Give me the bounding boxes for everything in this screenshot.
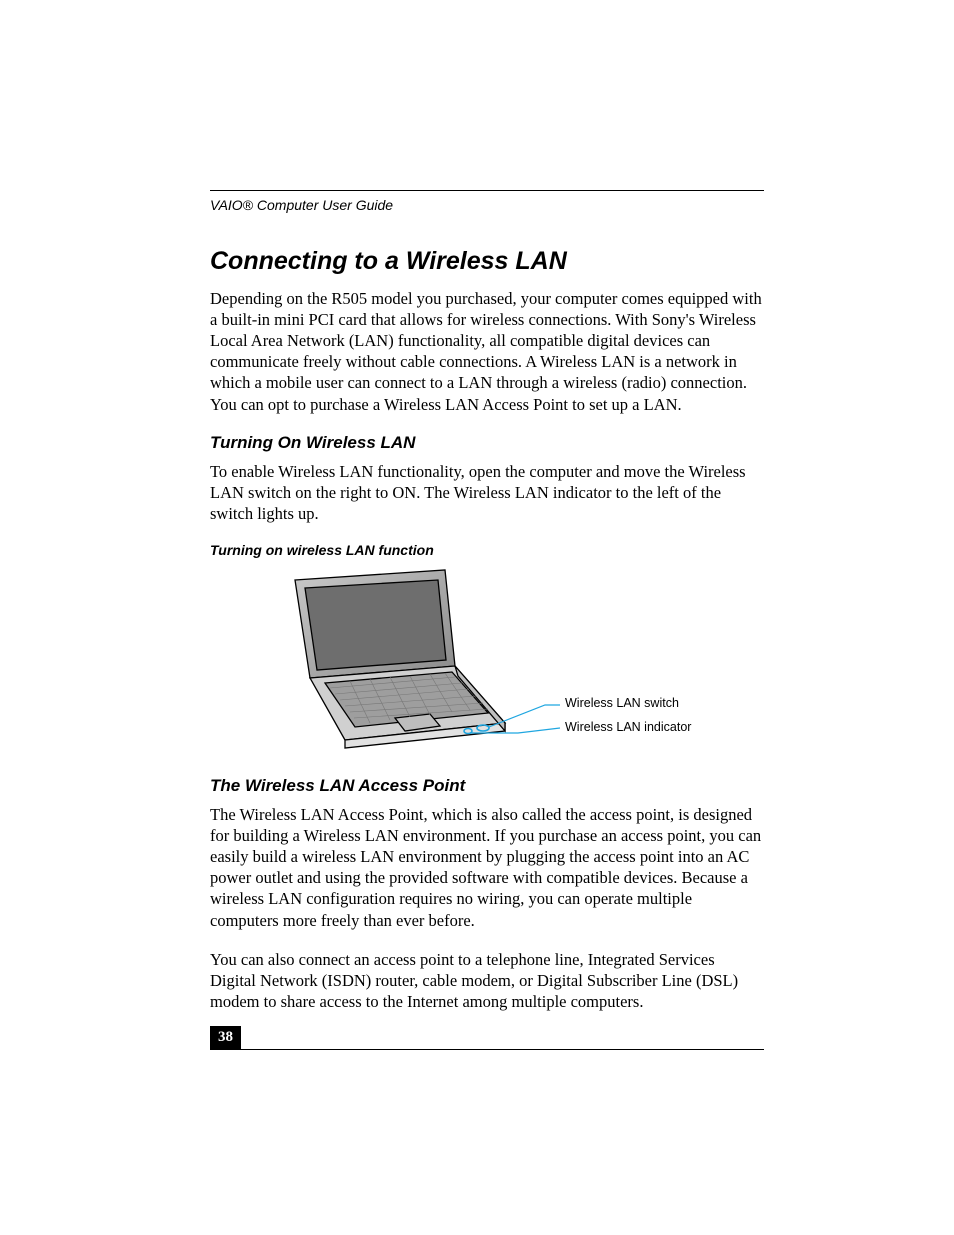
- page-number: 38: [210, 1026, 241, 1049]
- subheading-access-point: The Wireless LAN Access Point: [210, 776, 764, 796]
- subheading-turning-on: Turning On Wireless LAN: [210, 433, 764, 453]
- callout-wireless-switch: Wireless LAN switch: [565, 696, 679, 710]
- access-point-para1: The Wireless LAN Access Point, which is …: [210, 804, 764, 931]
- figure-caption: Turning on wireless LAN function: [210, 542, 764, 558]
- laptop-icon: [260, 568, 800, 758]
- running-header: VAIO® Computer User Guide: [210, 197, 764, 213]
- access-point-para2: You can also connect an access point to …: [210, 949, 764, 1012]
- intro-paragraph: Depending on the R505 model you purchase…: [210, 288, 764, 415]
- turning-on-paragraph: To enable Wireless LAN functionality, op…: [210, 461, 764, 524]
- footer: 38: [210, 1026, 764, 1050]
- header-rule: [210, 190, 764, 191]
- section-title: Connecting to a Wireless LAN: [210, 247, 764, 276]
- page-container: VAIO® Computer User Guide Connecting to …: [0, 0, 954, 1235]
- laptop-figure: Wireless LAN switch Wireless LAN indicat…: [260, 568, 800, 758]
- footer-rule: [210, 1049, 764, 1050]
- callout-wireless-indicator: Wireless LAN indicator: [565, 720, 691, 734]
